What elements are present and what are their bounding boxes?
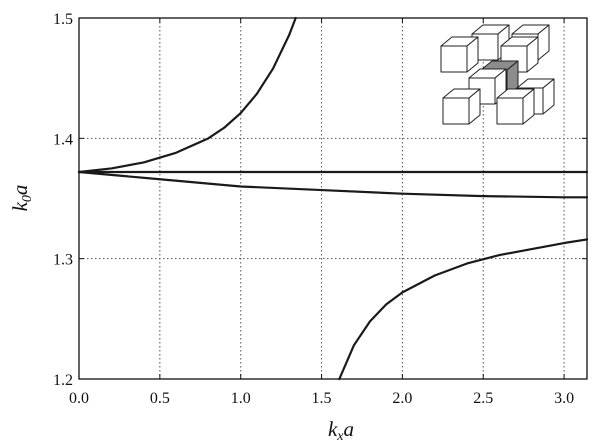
- y-tick-label: 1.2: [53, 372, 73, 389]
- series-line-4: [338, 238, 589, 381]
- cube-front-face: [442, 97, 470, 125]
- cube: [496, 88, 535, 125]
- y-axis-label: k0a: [8, 185, 35, 212]
- x-tick-label: 1.0: [231, 390, 251, 407]
- y-tick-label: 1.3: [53, 252, 73, 269]
- x-tick-label: 3.0: [554, 390, 574, 407]
- y-tick-label: 1.5: [53, 11, 73, 28]
- cube: [440, 36, 479, 73]
- x-tick-label: 0.5: [150, 390, 170, 407]
- series-line-1: [77, 16, 297, 174]
- cube-front-face: [496, 97, 524, 125]
- x-tick-label: 0.0: [69, 390, 89, 407]
- plot-frame: [78, 17, 588, 380]
- cubic-lattice-cube-cluster-icon: [440, 24, 555, 125]
- y-tick-label: 1.4: [53, 131, 73, 148]
- x-axis-label: kxa: [328, 417, 354, 442]
- x-tick-label: 2.0: [392, 390, 412, 407]
- cube-front-face: [440, 45, 468, 73]
- series-line-3: [77, 170, 589, 199]
- series-lines: [77, 16, 589, 381]
- x-tick-label: 1.5: [312, 390, 332, 407]
- tick-labels: 0.0 0.5 1.0 1.5 2.0 2.5 3.0 1.2 1.3 1.4 1.5: [53, 11, 574, 407]
- x-tick-label: 2.5: [473, 390, 493, 407]
- cube: [442, 88, 481, 125]
